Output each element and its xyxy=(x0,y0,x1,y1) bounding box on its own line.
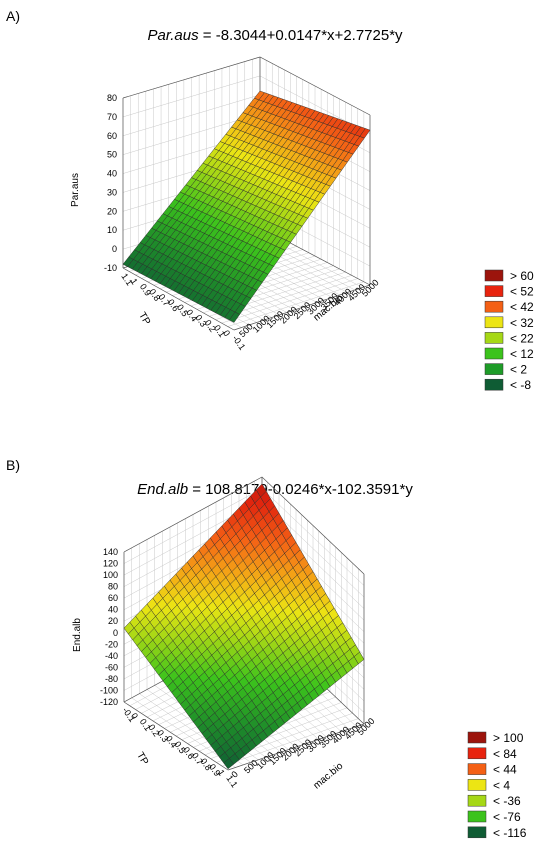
panel-a-box-edge xyxy=(122,56,371,116)
panel-a-plot xyxy=(122,56,504,391)
panel-a-z-tick-label: 20 xyxy=(107,206,117,216)
panel-a-legend-label: < 42 xyxy=(510,300,534,314)
panel-a-legend-swatch xyxy=(484,316,504,329)
panel-b-legend-swatch xyxy=(467,779,487,791)
panel-b-legend-swatch xyxy=(467,731,487,744)
panel-a-z-tick-label: -10 xyxy=(104,263,117,273)
panel-a-label: A) xyxy=(6,8,20,24)
panel-b-z-tick-label: -100 xyxy=(100,685,118,695)
panel-b-legend-swatch xyxy=(467,794,487,807)
panel-a-box-edge xyxy=(233,284,371,331)
panel-b-tp-axis-title: TP xyxy=(134,750,150,767)
panel-a-legend-swatch xyxy=(484,363,504,375)
panel-a-z-tick-label: 60 xyxy=(107,131,117,141)
panel-a-tp-axis-title: TP xyxy=(136,310,152,327)
panel-a-legend-swatch xyxy=(484,378,504,391)
panel-b-z-tick-label: -40 xyxy=(105,651,118,661)
panel-b-z-tick-label: 40 xyxy=(108,605,118,615)
panel-b-title-variable: End.alb xyxy=(137,481,189,498)
panel-b-legend-label: < 44 xyxy=(493,763,517,777)
panel-b-z-tick-label: 100 xyxy=(103,570,118,580)
panel-a-legend-swatch xyxy=(484,269,504,282)
panel-a-grid-line xyxy=(122,56,371,116)
panel-b-z-tick-label: 80 xyxy=(108,582,118,592)
panel-a-legend-label: < -8 xyxy=(510,378,531,392)
panel-a-z-tick-label: 10 xyxy=(107,225,117,235)
panel-b-z-tick-label: -80 xyxy=(105,674,118,684)
panel-a-legend-label: < 2 xyxy=(510,363,527,377)
panel-b-legend-label: > 100 xyxy=(493,731,524,745)
panel-b-z-tick-label: 0 xyxy=(113,628,118,638)
panel-b-grid-line xyxy=(222,718,359,767)
panel-a-title-equation: = -8.3044+0.0147*x+2.7725*y xyxy=(198,27,403,44)
panel-b-box-edge xyxy=(123,476,365,575)
panel-a-legend-label: > 60 xyxy=(510,269,534,283)
panel-b-z-tick-label: -20 xyxy=(105,639,118,649)
panel-a-grid-line xyxy=(221,278,358,324)
panel-a-legend-label: < 22 xyxy=(510,331,534,345)
panel-a-mac-tick-label: 5000 xyxy=(360,277,381,298)
panel-a-legend-swatch xyxy=(484,347,504,360)
panel-a-z-tick-label: 70 xyxy=(107,112,117,122)
panel-b-surface-cell xyxy=(223,758,234,770)
panel-a-z-axis-title: Par.aus xyxy=(70,173,81,207)
panel-b-legend-swatch xyxy=(467,810,487,823)
panel-a-z-tick-label: 80 xyxy=(107,93,117,103)
panel-b-z-tick-label: -60 xyxy=(105,662,118,672)
panel-b-z-tick-label: 120 xyxy=(103,559,118,569)
panel-b-mac-tick-label: 0 xyxy=(229,769,240,780)
panel-b-legend-swatch xyxy=(467,747,487,760)
panel-b-legend-swatch xyxy=(467,826,487,839)
panel-b-mac-axis-title: mac.bio xyxy=(311,760,345,791)
panel-a-z-tick-label: 0 xyxy=(112,244,117,254)
panel-b-legend-label: < 84 xyxy=(493,747,517,761)
panel-a-z-tick-label: 40 xyxy=(107,169,117,179)
panel-b-z-tick-label: 20 xyxy=(108,616,118,626)
panel-b-box-edge xyxy=(123,701,229,771)
panel-b-label: B) xyxy=(6,457,20,473)
panel-a-title: Par.aus = -8.3044+0.0147*x+2.7725*y xyxy=(0,27,550,45)
panel-b-box-edge xyxy=(227,723,365,771)
panel-a-grid-line xyxy=(227,281,364,327)
panel-a-tp-tick-label: 1 xyxy=(129,277,140,287)
panel-a-legend-swatch xyxy=(484,285,504,297)
panel-a-legend-label: < 32 xyxy=(510,316,534,330)
panel-a-legend-label: < 12 xyxy=(510,347,534,361)
panel-a-z-tick-label: 50 xyxy=(107,150,117,160)
panel-a-box-edge xyxy=(122,267,235,331)
panel-b-tp-tick-label: 1 xyxy=(216,768,227,778)
panel-b-tp-tick-label: 0 xyxy=(129,711,140,721)
panel-a-tp-tick-label: 0 xyxy=(221,328,232,338)
panel-b-z-tick-label: 140 xyxy=(103,547,118,557)
panel-a-surface-cell xyxy=(229,311,240,323)
panel-a-title-variable: Par.aus xyxy=(147,27,199,44)
panel-b-z-axis-title: End.alb xyxy=(72,618,83,652)
panel-b-legend-label: < -36 xyxy=(493,794,521,808)
panel-b-legend-swatch xyxy=(467,763,487,775)
panel-a-legend-swatch xyxy=(484,332,504,344)
panel-b-z-tick-label: 60 xyxy=(108,593,118,603)
panel-b-z-tick-label: -120 xyxy=(100,697,118,707)
panel-b-legend-label: < -116 xyxy=(493,826,527,840)
panel-a-legend-swatch xyxy=(484,300,504,313)
panel-b-plot xyxy=(123,476,487,839)
panel-a-legend-label: < 52 xyxy=(510,285,534,299)
panel-b-legend-label: < -76 xyxy=(493,810,521,824)
panel-a-z-tick-label: 30 xyxy=(107,187,117,197)
panel-b-legend-label: < 4 xyxy=(493,778,510,792)
